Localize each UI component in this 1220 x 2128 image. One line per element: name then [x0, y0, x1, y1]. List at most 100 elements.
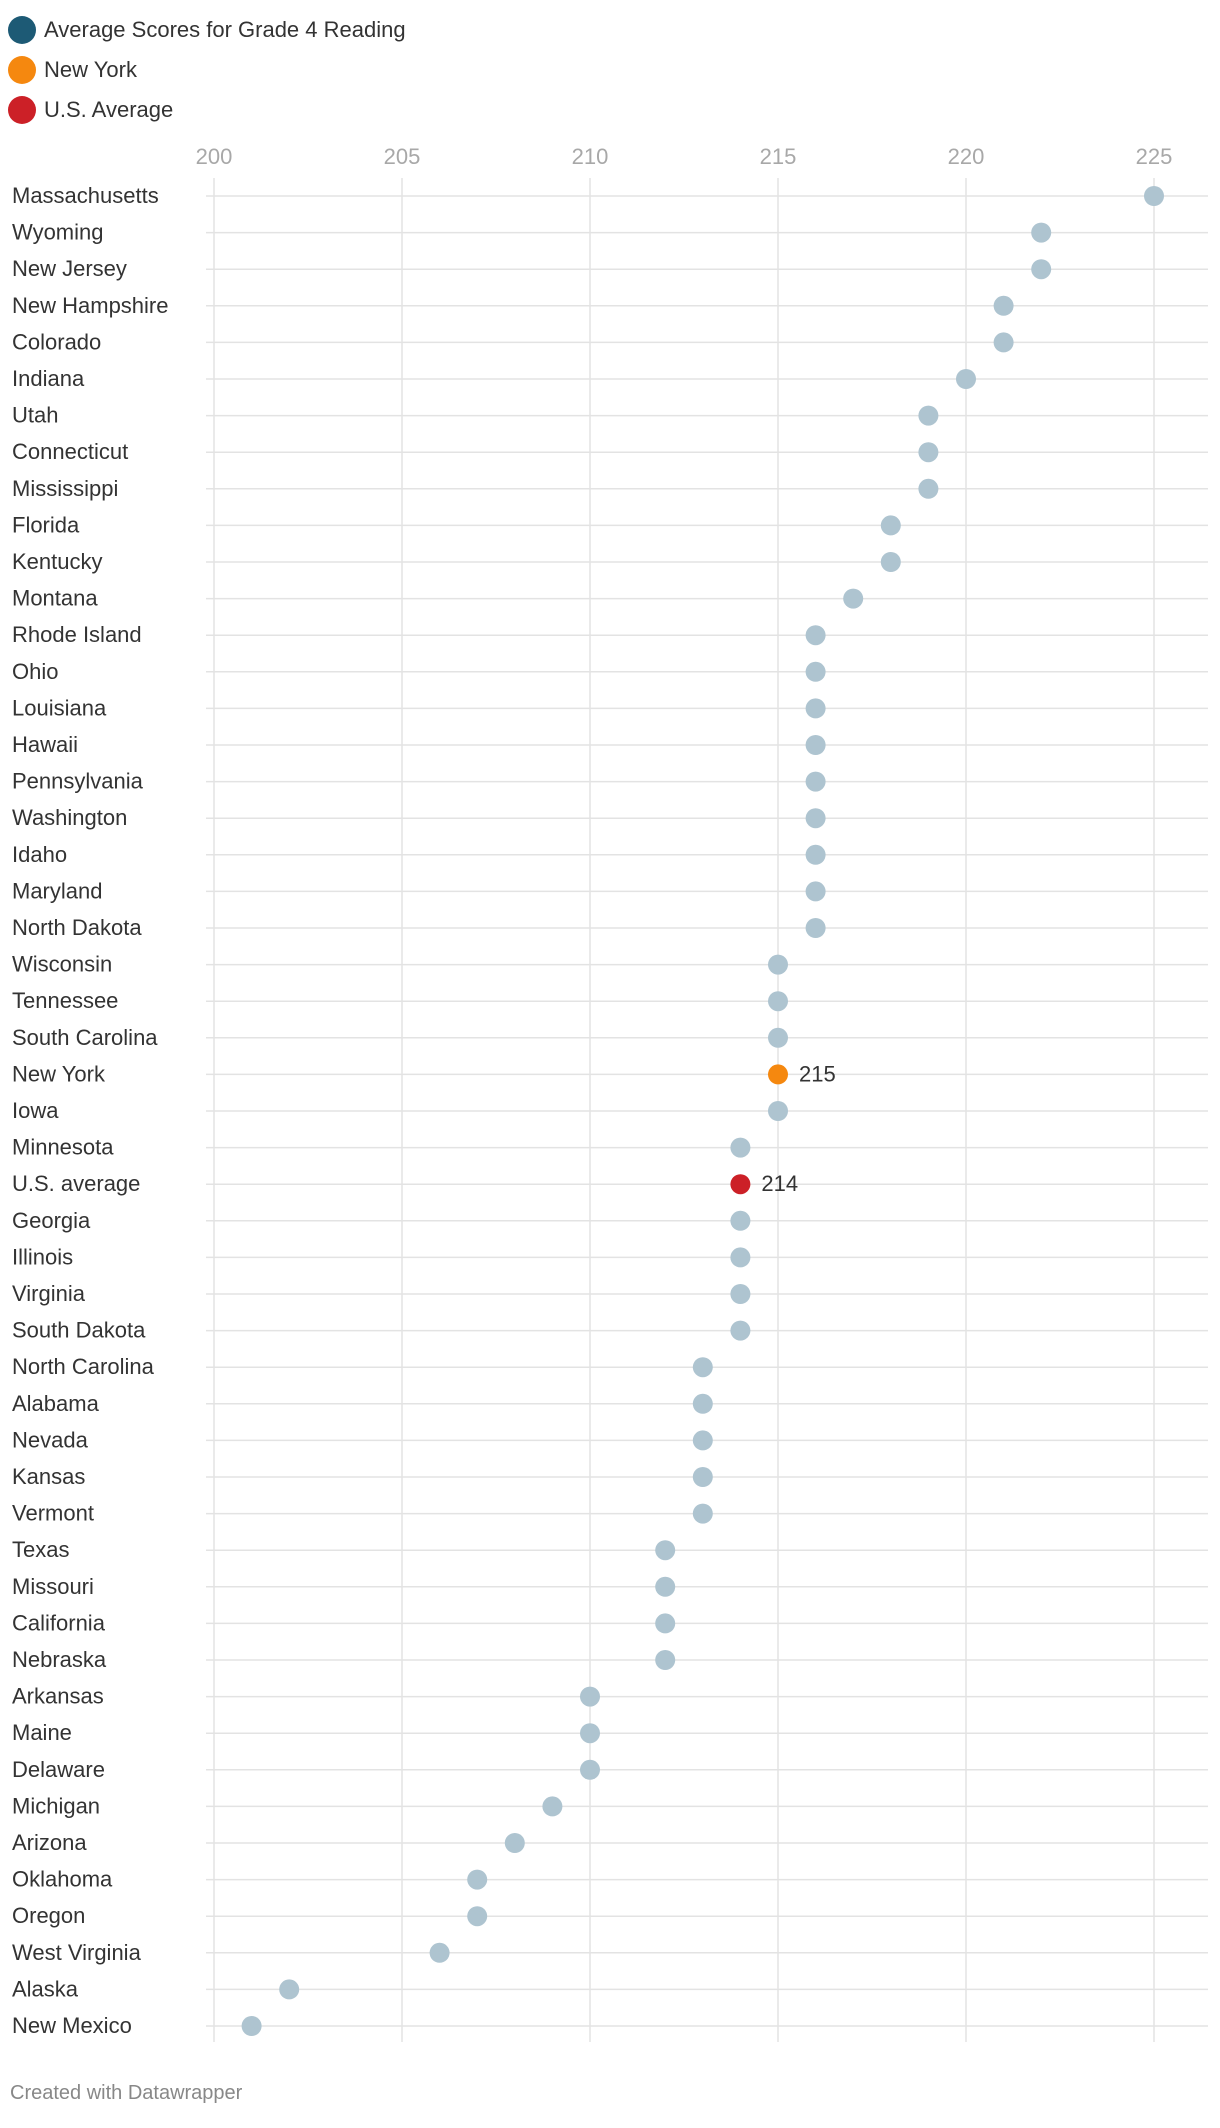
- category-label-alabama: Alabama: [12, 1391, 100, 1416]
- dot-west-virginia: [429, 1942, 450, 1963]
- category-label-alaska: Alaska: [12, 1976, 79, 2001]
- dot-new-mexico: [241, 2016, 262, 2036]
- category-label-texas: Texas: [12, 1537, 69, 1562]
- value-label-u-s-average: 214: [761, 1171, 798, 1196]
- category-label-north-dakota: North Dakota: [12, 915, 142, 940]
- dot-u-s-average: [730, 1174, 751, 1195]
- value-label-new-york: 215: [799, 1061, 836, 1086]
- dot-idaho: [805, 844, 826, 865]
- dot-kentucky: [880, 552, 901, 572]
- category-label-massachusetts: Massachusetts: [12, 183, 159, 208]
- category-label-connecticut: Connecticut: [12, 439, 128, 464]
- category-label-illinois: Illinois: [12, 1244, 73, 1269]
- legend-label-us-average: U.S. Average: [44, 97, 174, 122]
- dot-texas: [655, 1540, 676, 1561]
- category-label-u-s-average: U.S. average: [12, 1171, 140, 1196]
- x-tick-label-220: 220: [948, 144, 985, 169]
- legend-item-new-york: New York: [8, 50, 406, 90]
- category-label-wyoming: Wyoming: [12, 220, 104, 245]
- dot-new-hampshire: [993, 295, 1014, 316]
- category-label-nebraska: Nebraska: [12, 1647, 107, 1672]
- dot-colorado: [993, 332, 1014, 353]
- dot-montana: [843, 588, 864, 609]
- dot-minnesota: [730, 1137, 751, 1158]
- category-label-west-virginia: West Virginia: [12, 1940, 142, 1965]
- category-label-south-carolina: South Carolina: [12, 1025, 158, 1050]
- dot-maine: [580, 1723, 600, 1744]
- dot-north-dakota: [805, 918, 826, 938]
- dot-iowa: [768, 1101, 788, 1121]
- category-label-new-mexico: New Mexico: [12, 2013, 132, 2038]
- dot-delaware: [580, 1759, 600, 1780]
- category-label-ohio: Ohio: [12, 659, 58, 684]
- dot-alabama: [692, 1393, 713, 1414]
- dot-wyoming: [1031, 222, 1052, 243]
- dot-maryland: [805, 881, 826, 902]
- category-label-delaware: Delaware: [12, 1757, 105, 1782]
- dot-massachusetts: [1144, 186, 1164, 206]
- x-tick-label-205: 205: [384, 144, 421, 169]
- category-label-california: California: [12, 1610, 106, 1635]
- category-label-new-jersey: New Jersey: [12, 256, 127, 281]
- legend-swatch-average-scores: [8, 16, 36, 44]
- dot-virginia: [730, 1284, 751, 1304]
- x-tick-label-225: 225: [1136, 144, 1173, 169]
- category-label-louisiana: Louisiana: [12, 695, 107, 720]
- legend-item-average-scores: Average Scores for Grade 4 Reading: [8, 10, 406, 50]
- credit-text[interactable]: Created with Datawrapper: [10, 2082, 243, 2104]
- category-label-colorado: Colorado: [12, 329, 101, 354]
- category-label-hawaii: Hawaii: [12, 732, 78, 757]
- category-label-kansas: Kansas: [12, 1464, 85, 1489]
- category-label-virginia: Virginia: [12, 1281, 86, 1306]
- category-label-utah: Utah: [12, 403, 58, 428]
- dot-alaska: [279, 1979, 300, 2000]
- dot-utah: [918, 405, 939, 426]
- category-label-oklahoma: Oklahoma: [12, 1867, 113, 1892]
- category-label-arkansas: Arkansas: [12, 1684, 104, 1709]
- category-label-north-carolina: North Carolina: [12, 1354, 155, 1379]
- dot-louisiana: [805, 698, 826, 719]
- chart-legend: Average Scores for Grade 4 Reading New Y…: [8, 10, 406, 130]
- category-label-south-dakota: South Dakota: [12, 1318, 146, 1343]
- dot-arizona: [504, 1833, 525, 1853]
- category-label-new-york: New York: [12, 1061, 106, 1086]
- dot-georgia: [730, 1210, 751, 1231]
- category-label-pennsylvania: Pennsylvania: [12, 769, 144, 794]
- dot-arkansas: [580, 1686, 600, 1707]
- dot-mississippi: [918, 478, 939, 499]
- category-label-idaho: Idaho: [12, 842, 67, 867]
- dot-michigan: [542, 1796, 563, 1817]
- dot-nebraska: [655, 1650, 676, 1670]
- category-label-montana: Montana: [12, 586, 98, 611]
- category-label-maryland: Maryland: [12, 878, 102, 903]
- dot-north-carolina: [692, 1357, 713, 1378]
- category-label-minnesota: Minnesota: [12, 1135, 114, 1160]
- category-label-maine: Maine: [12, 1720, 72, 1745]
- dot-connecticut: [918, 442, 939, 463]
- dot-rhode-island: [805, 625, 826, 646]
- dot-indiana: [956, 369, 976, 389]
- dot-florida: [880, 515, 901, 536]
- category-label-oregon: Oregon: [12, 1903, 85, 1928]
- dot-oklahoma: [467, 1869, 488, 1890]
- dot-hawaii: [805, 735, 826, 755]
- dot-south-dakota: [730, 1320, 751, 1341]
- dot-california: [655, 1613, 676, 1634]
- category-label-florida: Florida: [12, 512, 80, 537]
- category-label-missouri: Missouri: [12, 1574, 94, 1599]
- category-label-indiana: Indiana: [12, 366, 85, 391]
- dot-pennsylvania: [805, 771, 826, 792]
- legend-label-new-york: New York: [44, 57, 137, 82]
- x-tick-label-200: 200: [196, 144, 233, 169]
- category-label-arizona: Arizona: [12, 1830, 87, 1855]
- category-label-michigan: Michigan: [12, 1793, 100, 1818]
- legend-item-us-average: U.S. Average: [8, 90, 406, 130]
- x-tick-label-210: 210: [572, 144, 609, 169]
- dot-oregon: [467, 1906, 488, 1927]
- dot-vermont: [692, 1503, 713, 1524]
- category-label-tennessee: Tennessee: [12, 988, 118, 1013]
- x-tick-label-215: 215: [760, 144, 797, 169]
- dot-missouri: [655, 1576, 676, 1597]
- category-label-mississippi: Mississippi: [12, 476, 118, 501]
